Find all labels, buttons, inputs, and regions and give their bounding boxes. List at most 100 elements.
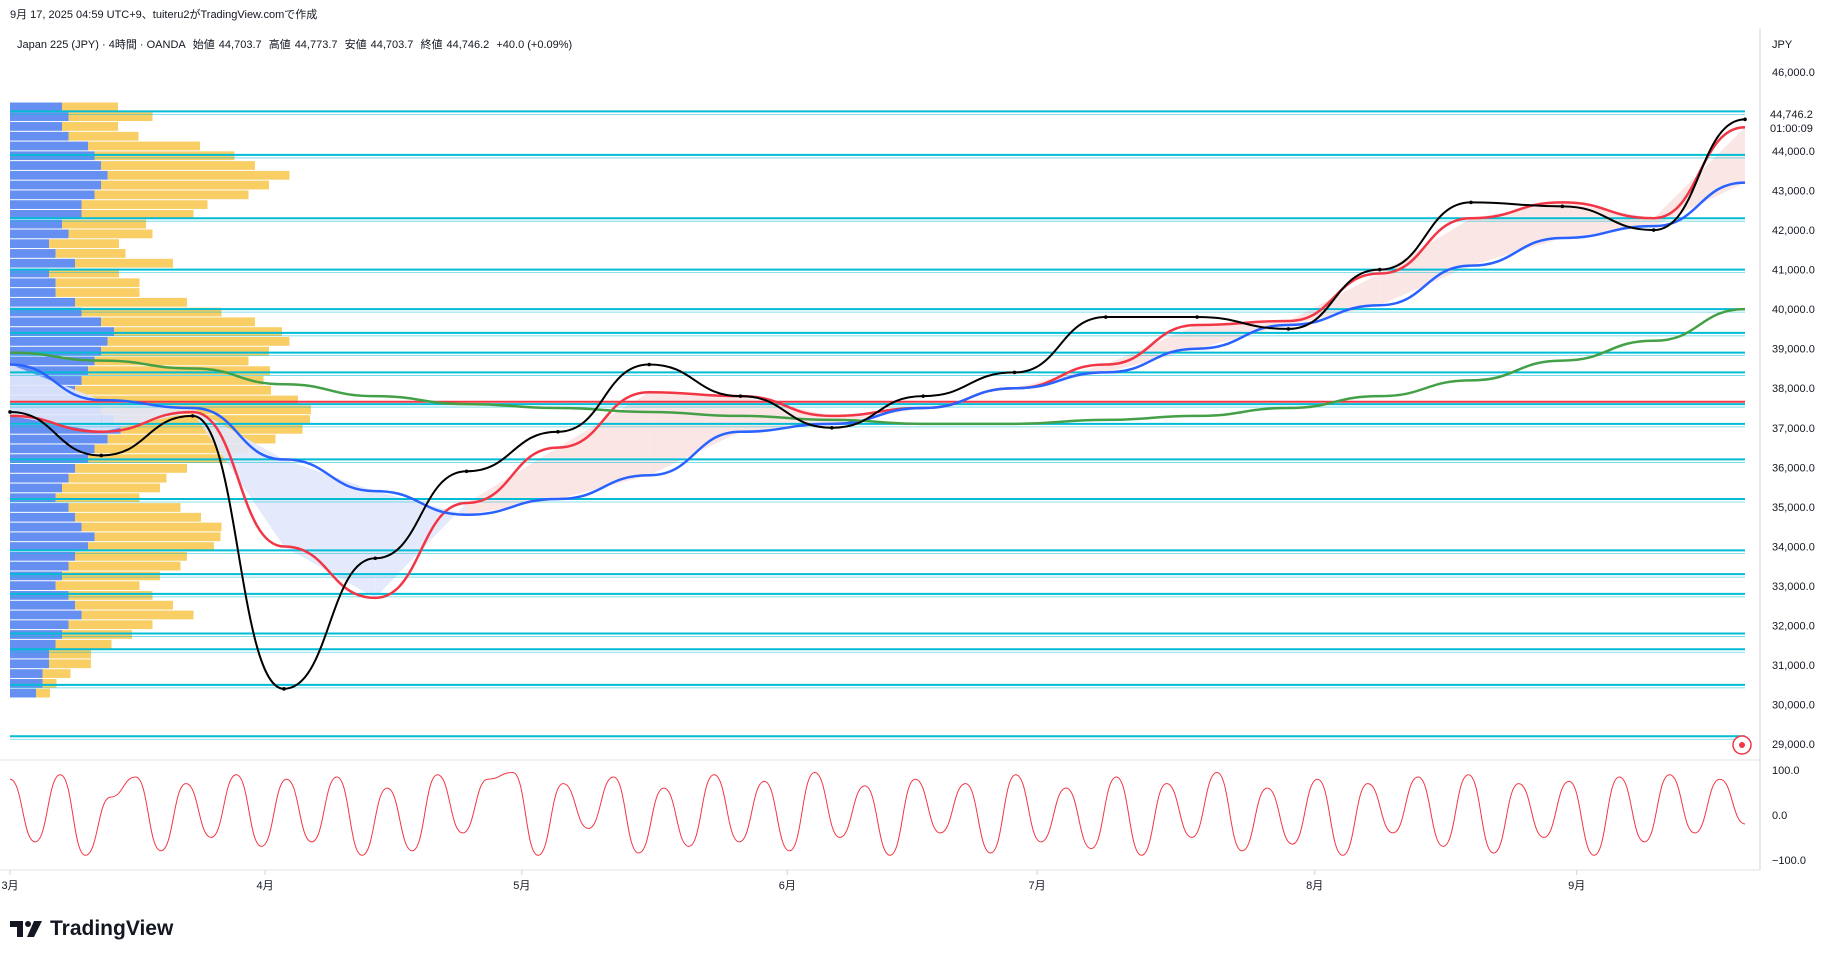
price-tick-label: 40,000.0 xyxy=(1772,304,1815,316)
time-tick-label: 5月 xyxy=(513,880,530,892)
vp-bar-down xyxy=(62,630,132,639)
ma-cloud-segment xyxy=(1379,218,1472,306)
oscillator-axis[interactable]: 100.0 0.0 −100.0 xyxy=(1772,765,1806,867)
vp-bar-up xyxy=(10,424,121,434)
vp-bar-up xyxy=(10,219,62,229)
vp-bar-down xyxy=(81,522,222,532)
vp-bar-up xyxy=(10,317,101,327)
vp-bar-down xyxy=(55,278,140,288)
vp-bar-down xyxy=(94,190,249,200)
vp-bar-up xyxy=(10,561,69,571)
vp-bar-down xyxy=(62,483,160,493)
price-point xyxy=(1560,204,1565,209)
ma-mid-line xyxy=(9,181,1746,517)
vp-bar-up xyxy=(10,200,82,209)
price-tick-label: 33,000.0 xyxy=(1772,581,1815,593)
vp-bar-down xyxy=(81,209,194,219)
price-tick-label: 36,000.0 xyxy=(1772,462,1815,474)
price-tick-label: 43,000.0 xyxy=(1772,186,1815,198)
price-point xyxy=(647,362,652,367)
vp-bar-up xyxy=(10,209,82,219)
price-point xyxy=(738,394,743,398)
vp-bar-down xyxy=(75,512,201,522)
ma-cloud-segment xyxy=(1562,202,1654,238)
price-point xyxy=(1469,200,1473,205)
vp-bar-down xyxy=(81,376,264,385)
price-tick-label: 44,000.0 xyxy=(1772,146,1815,158)
price-tick-label: 38,000.0 xyxy=(1772,383,1815,395)
vp-bar-down xyxy=(55,639,112,649)
ma-cloud-segment xyxy=(466,447,558,515)
vp-bar-up xyxy=(10,600,75,610)
price-axis[interactable]: 29,000.0 30,000.0 31,000.0 32,000.0 33,000.0… xyxy=(1772,67,1815,751)
vp-bar-up xyxy=(10,610,82,620)
vp-bar-up xyxy=(10,551,75,561)
high-value: 44,773.7 xyxy=(294,39,338,51)
vp-bar-up xyxy=(10,239,49,249)
vp-bar-down xyxy=(107,434,276,444)
currency-label: JPY xyxy=(1772,39,1793,51)
vp-bar-down xyxy=(36,688,50,698)
low-value: 44,703.7 xyxy=(370,39,414,51)
vp-bar-down xyxy=(101,346,269,356)
vp-bar-down xyxy=(94,356,249,366)
vp-bar-down xyxy=(75,551,187,561)
vp-bar-up xyxy=(10,336,108,346)
vp-bar-down xyxy=(75,464,187,473)
vp-bar-down xyxy=(114,327,282,336)
vp-bar-down xyxy=(75,258,173,268)
vp-bar-down xyxy=(42,678,57,688)
vp-bar-up xyxy=(10,532,95,542)
vp-bar-up xyxy=(10,170,108,180)
alert-marker-dot xyxy=(1739,742,1745,748)
ma-fast-line xyxy=(9,125,1746,600)
vp-bar-down xyxy=(68,591,153,600)
price-tick-label: 35,000.0 xyxy=(1772,502,1815,514)
price-point xyxy=(1743,117,1747,122)
vp-bar-up xyxy=(10,131,69,141)
vp-bar-down xyxy=(49,239,119,249)
vp-bar-down xyxy=(88,395,298,405)
vp-bar-down xyxy=(75,600,173,610)
price-point xyxy=(1286,327,1291,331)
close-value: 44,746.2 xyxy=(446,39,490,51)
alert-marker-icon[interactable] xyxy=(1732,735,1752,755)
time-tick-label: 4月 xyxy=(256,880,273,892)
vp-bar-up xyxy=(10,161,101,170)
logo-text: TradingView xyxy=(50,917,174,940)
tradingview-logo[interactable]: TradingView xyxy=(10,917,173,941)
vp-bar-up xyxy=(10,649,49,659)
horizontal-levels[interactable] xyxy=(10,110,1745,740)
high-label: 高値 xyxy=(268,39,291,51)
vp-bar-down xyxy=(62,102,118,112)
ma-cloud-segment xyxy=(557,392,650,499)
price-point xyxy=(1012,370,1017,375)
vp-bar-up xyxy=(10,112,69,122)
vp-bar-down xyxy=(49,659,91,669)
open-value: 44,703.7 xyxy=(218,39,262,51)
vp-bar-down xyxy=(55,288,140,297)
vp-bar-down xyxy=(68,229,153,239)
vp-bar-down xyxy=(107,336,290,346)
vp-bar-down xyxy=(88,542,214,551)
vp-bar-up xyxy=(10,659,49,669)
price-tick-label: 39,000.0 xyxy=(1772,344,1815,356)
low-label: 安値 xyxy=(344,39,367,51)
ma-cloud-segment xyxy=(283,459,376,598)
vp-bar-up xyxy=(10,483,62,493)
time-axis[interactable]: 3月 4月 5月 6月 7月 8月 9月 xyxy=(1,870,1585,892)
price-tick-label: 31,000.0 xyxy=(1772,660,1815,672)
vp-bar-up xyxy=(10,122,62,131)
price-point xyxy=(1103,315,1108,319)
ma-slow-line xyxy=(9,307,1746,426)
change-value: +40.0 (+0.09%) xyxy=(496,39,573,51)
ma-cloud-segment xyxy=(1471,202,1563,266)
price-tick-label: 30,000.0 xyxy=(1772,700,1815,712)
symbol-legend: Japan 225 (JPY) · 4時間 · OANDA 始値 44,703.7… xyxy=(17,36,576,52)
vp-bar-up xyxy=(10,503,69,512)
moving-averages xyxy=(9,125,1746,600)
vp-bar-down xyxy=(75,297,187,307)
price-badge-countdown: 01:00:09 xyxy=(1770,123,1813,135)
vp-bar-up xyxy=(10,571,62,581)
